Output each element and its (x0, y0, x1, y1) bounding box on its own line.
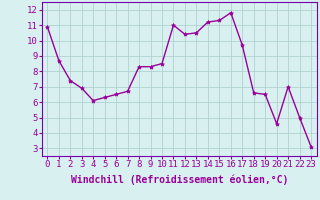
X-axis label: Windchill (Refroidissement éolien,°C): Windchill (Refroidissement éolien,°C) (70, 175, 288, 185)
